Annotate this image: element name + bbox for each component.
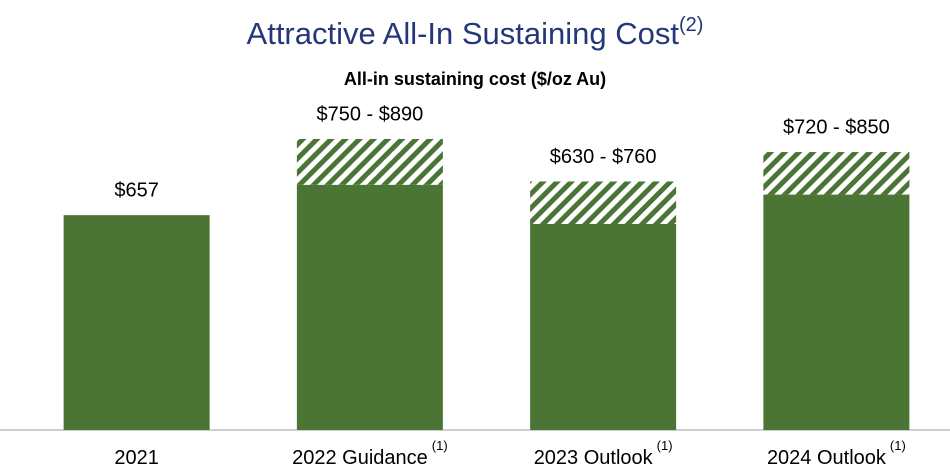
category-name: 2022 Guidance (292, 447, 428, 469)
category-note: (1) (890, 438, 906, 453)
range-hatch (530, 181, 677, 224)
range-hatch (763, 152, 910, 195)
value-label: $657 (114, 179, 159, 201)
range-hatch (296, 138, 443, 185)
category-name: 2024 Outlook (767, 447, 887, 469)
chart-subtitle: All-in sustaining cost ($/oz Au) (344, 69, 606, 89)
x-tick-label: 2023 Outlook(1) (534, 438, 673, 469)
value-label: $630 - $760 (550, 146, 657, 168)
category-name: 2023 Outlook (534, 447, 654, 469)
chart-title: Attractive All-In Sustaining Cost(2) (247, 14, 704, 51)
bar (63, 215, 210, 430)
x-tick-label: 2021 (114, 447, 159, 469)
bar (763, 194, 910, 430)
category-note: (1) (657, 438, 673, 453)
value-label: $750 - $890 (316, 103, 423, 125)
x-tick-label: 2022 Guidance (1) (292, 438, 448, 469)
category-note: (1) (432, 438, 448, 453)
category-name: 2021 (114, 447, 159, 469)
value-label: $720 - $850 (783, 116, 890, 138)
bar (530, 223, 677, 430)
bar (296, 184, 443, 430)
x-tick-label: 2024 Outlook(1) (767, 438, 906, 469)
